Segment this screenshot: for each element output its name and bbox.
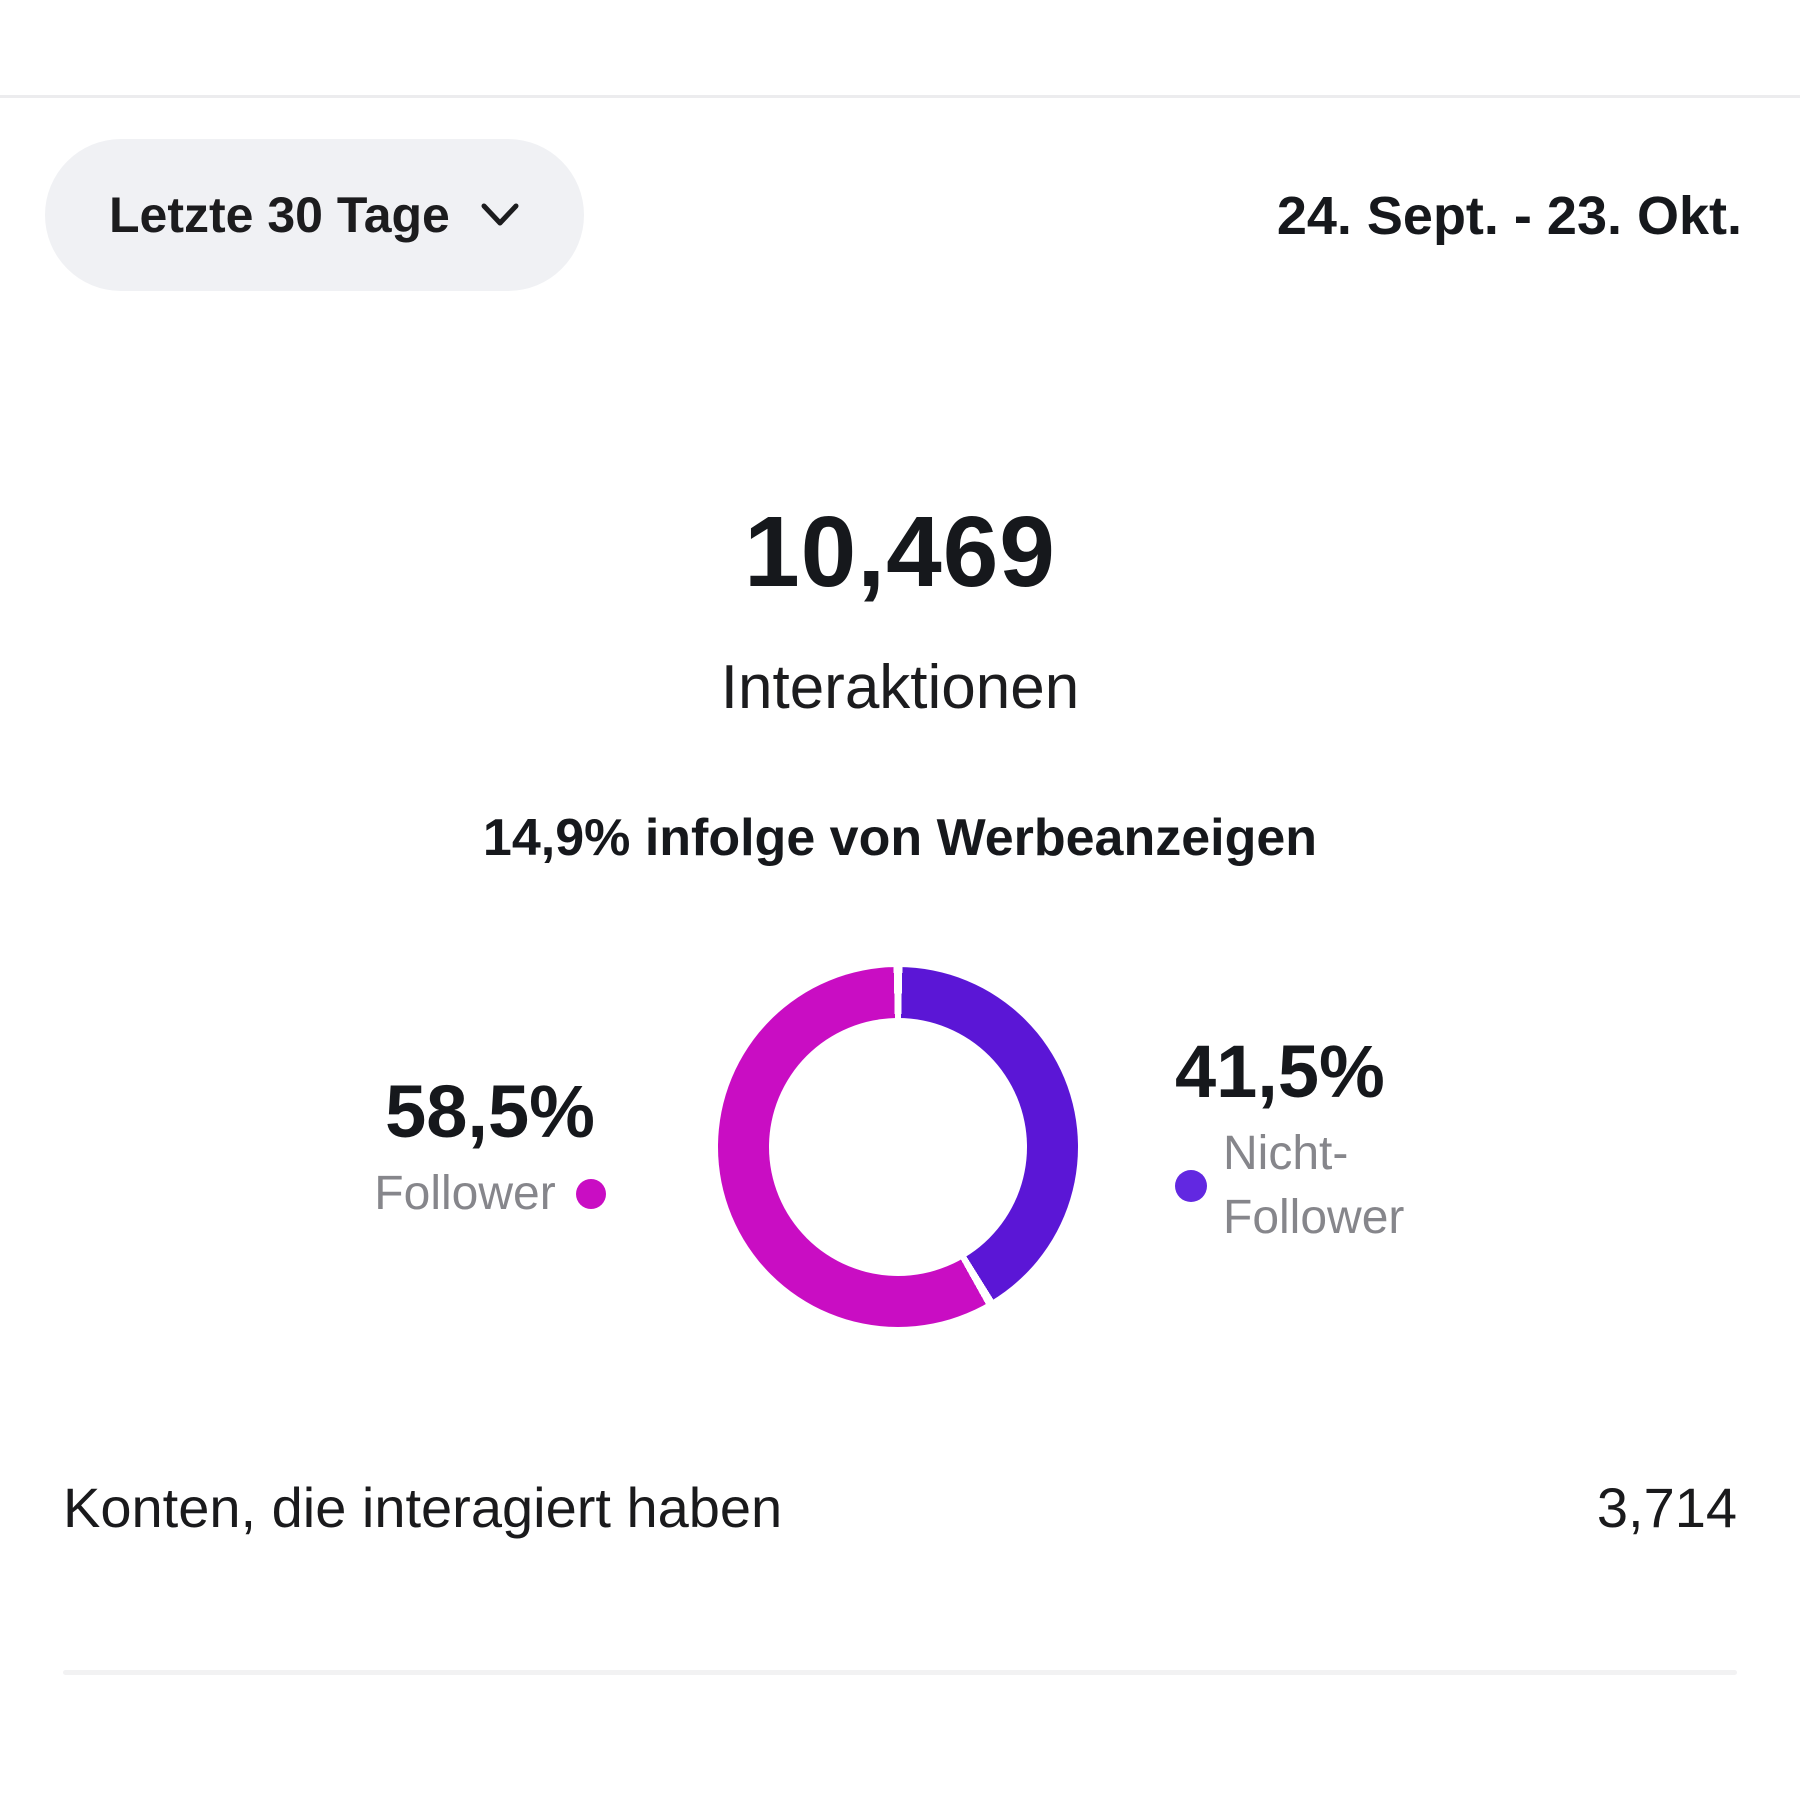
section-divider xyxy=(63,1670,1737,1675)
nicht-follower-label-row: Nicht- Follower xyxy=(1175,1122,1595,1250)
follower-label: Follower xyxy=(374,1167,556,1220)
summary-block: 10,469 Interaktionen 14,9% infolge von W… xyxy=(0,495,1800,868)
accounts-interacted-label: Konten, die interagiert haben xyxy=(63,1476,783,1539)
period-selector-label: Letzte 30 Tage xyxy=(109,187,450,243)
period-selector-button[interactable]: Letzte 30 Tage xyxy=(45,139,584,291)
chevron-down-icon xyxy=(481,203,519,226)
top-divider xyxy=(0,95,1800,98)
nicht-follower-dot-icon xyxy=(1175,1170,1207,1202)
legend-follower: 58,5% Follower xyxy=(300,1070,680,1226)
nicht-follower-label: Nicht- Follower xyxy=(1223,1122,1404,1250)
accounts-interacted-value: 3,714 xyxy=(1596,1476,1737,1539)
follower-label-row: Follower xyxy=(300,1162,680,1226)
nicht-follower-label-line1: Nicht- xyxy=(1223,1127,1349,1180)
interactions-label: Interaktionen xyxy=(720,653,1080,722)
donut-hole xyxy=(769,1018,1027,1276)
follower-percent: 58,5% xyxy=(385,1070,595,1153)
nicht-follower-label-line2: Follower xyxy=(1223,1191,1405,1244)
accounts-interacted-row: Konten, die interagiert haben 3,714 xyxy=(63,1472,1737,1544)
legend-nicht-follower: 41,5% Nicht- Follower xyxy=(1175,1030,1595,1250)
follower-dot-icon xyxy=(575,1179,606,1209)
interactions-donut-chart xyxy=(718,967,1078,1327)
date-range-label: 24. Sept. - 23. Okt. xyxy=(1276,186,1742,246)
ads-share-note: 14,9% infolge von Werbeanzeigen xyxy=(482,809,1318,867)
nicht-follower-percent: 41,5% xyxy=(1175,1030,1385,1113)
interactions-total: 10,469 xyxy=(744,496,1056,608)
